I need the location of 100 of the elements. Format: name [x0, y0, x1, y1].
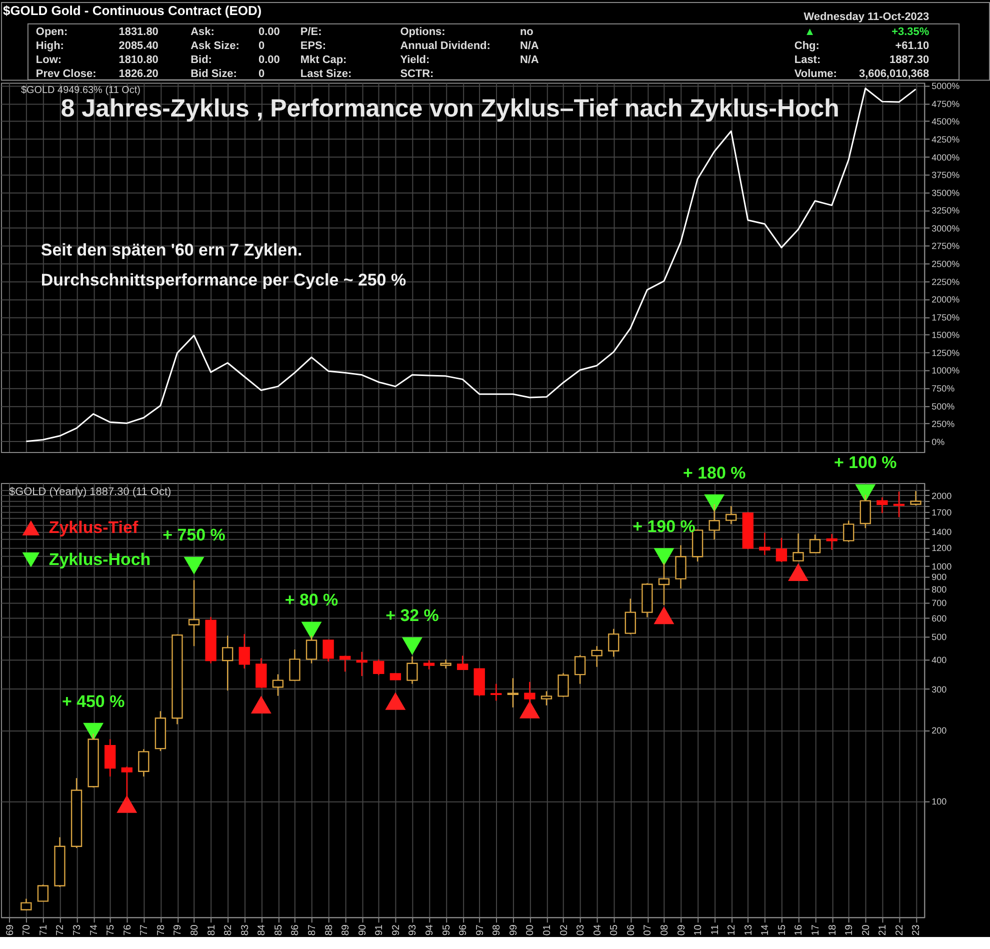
candlestick — [20, 898, 32, 911]
x-tick-label: 18 — [827, 924, 838, 936]
candlestick — [893, 490, 905, 518]
x-tick-label: 19 — [844, 924, 856, 936]
y-tick-label: 4250% — [932, 134, 960, 144]
candlestick — [456, 655, 468, 670]
y-tick-label: 3250% — [932, 206, 960, 216]
text: High: — [36, 40, 64, 52]
text: 0 — [258, 40, 265, 52]
text: ▲ — [804, 26, 816, 38]
text: 0 — [258, 68, 265, 80]
candlestick — [608, 628, 620, 658]
y-tick-label: 4000% — [932, 152, 960, 162]
candlestick — [843, 520, 854, 543]
x-tick-label: 93 — [408, 924, 419, 936]
x-tick-label: 07 — [642, 924, 654, 936]
annotation: + 450 % — [62, 692, 125, 711]
y-tick-label: 100 — [932, 796, 947, 806]
text: 0.00 — [258, 54, 280, 66]
annotation: $GOLD (Yearly) 1887.30 (11 Oct) — [8, 486, 172, 498]
x-tick-label: 17 — [810, 924, 822, 936]
y-tick-label: 3000% — [932, 223, 960, 234]
legend-label: Zyklus-Tief — [48, 518, 138, 537]
text: +3.35% — [892, 26, 930, 38]
x-tick-label: 73 — [72, 924, 84, 936]
y-tick-label: 1250% — [932, 348, 960, 358]
x-tick-label: 88 — [324, 924, 335, 936]
candlestick — [675, 544, 686, 590]
text: Last: — [794, 54, 821, 66]
text: Bid Size: — [190, 68, 237, 80]
text: 1831.80 — [118, 26, 158, 38]
x-tick-label: 01 — [542, 924, 553, 936]
x-tick-label: 70 — [22, 924, 33, 936]
x-tick-label: 86 — [290, 924, 302, 936]
candlestick — [876, 496, 888, 514]
candlestick — [708, 504, 720, 540]
x-tick-label: 75 — [106, 924, 117, 936]
candlestick — [524, 681, 536, 704]
x-tick-label: 78 — [156, 924, 167, 936]
candlestick — [322, 639, 334, 662]
y-tick-label: 3500% — [932, 188, 960, 198]
x-tick-label: 08 — [659, 924, 670, 936]
y-tick-label: 1500% — [932, 330, 960, 340]
annotation: + 180 % — [682, 463, 746, 482]
y-tick-label: 3750% — [932, 170, 960, 180]
x-tick-label: 21 — [878, 924, 889, 936]
x-tick-label: 82 — [223, 924, 234, 936]
x-tick-label: 85 — [273, 924, 284, 936]
x-tick-label: 09 — [676, 924, 688, 936]
candlestick — [591, 646, 602, 668]
annotation: Seit den späten '60 ern 7 Zyklen. — [40, 240, 302, 260]
text: Options: — [400, 26, 446, 38]
text: Wednesday 11-Oct-2023 — [804, 10, 930, 23]
candlestick — [121, 766, 132, 802]
x-tick-label: 97 — [474, 924, 486, 936]
y-tick-label: 300 — [932, 684, 947, 694]
y-tick-label: 900 — [932, 572, 947, 582]
annotation: + 80 % — [284, 590, 338, 610]
candlestick — [490, 683, 502, 702]
x-tick-label: 05 — [609, 924, 620, 936]
text: Ask Size: — [190, 40, 240, 52]
candlestick — [406, 656, 418, 684]
y-tick-label: 2000% — [932, 294, 960, 305]
x-tick-label: 89 — [340, 924, 352, 936]
y-tick-label: 2000 — [932, 490, 952, 501]
text: 8 Jahres-Zyklus , Performance von Zyklus–Tief nach Zyklus-Hoch — [60, 94, 840, 123]
candlestick — [373, 658, 384, 676]
candlestick — [306, 635, 318, 664]
text: 1887.30 — [889, 54, 930, 66]
y-tick-label: 4500% — [932, 116, 960, 127]
x-tick-label: 87 — [307, 924, 318, 936]
text: Annual Dividend: — [400, 40, 490, 52]
annotation: + 750 % — [162, 526, 226, 545]
x-tick-label: 15 — [776, 924, 788, 936]
text: Bid: — [190, 54, 212, 66]
x-tick-label: 13 — [743, 924, 754, 936]
candlestick — [188, 579, 200, 647]
annotation: + 100 % — [834, 453, 897, 472]
y-tick-label: 750% — [932, 383, 955, 394]
candlestick — [272, 674, 284, 696]
text: 0.00 — [258, 26, 280, 38]
text: SCTR: — [400, 68, 434, 80]
candlestick — [558, 672, 569, 698]
x-tick-label: 76 — [122, 924, 134, 936]
text: EPS: — [300, 40, 326, 52]
y-tick-label: 2250% — [932, 276, 960, 287]
x-tick-label: 04 — [592, 924, 604, 936]
y-tick-label: 600 — [932, 614, 947, 624]
candlestick — [726, 505, 737, 525]
text: Chg: — [794, 40, 820, 52]
text: Yield: — [400, 54, 430, 66]
candlestick — [792, 532, 804, 562]
candlestick — [256, 658, 267, 688]
x-tick-label: 23 — [911, 924, 922, 936]
candlestick — [222, 635, 234, 692]
annotation: Durchschnittsperformance per Cycle ~ 250 % — [40, 270, 406, 290]
y-tick-label: 700 — [932, 598, 947, 608]
y-tick-label: 1700 — [932, 507, 952, 518]
x-tick-label: 06 — [626, 924, 637, 936]
candlestick — [658, 562, 670, 606]
